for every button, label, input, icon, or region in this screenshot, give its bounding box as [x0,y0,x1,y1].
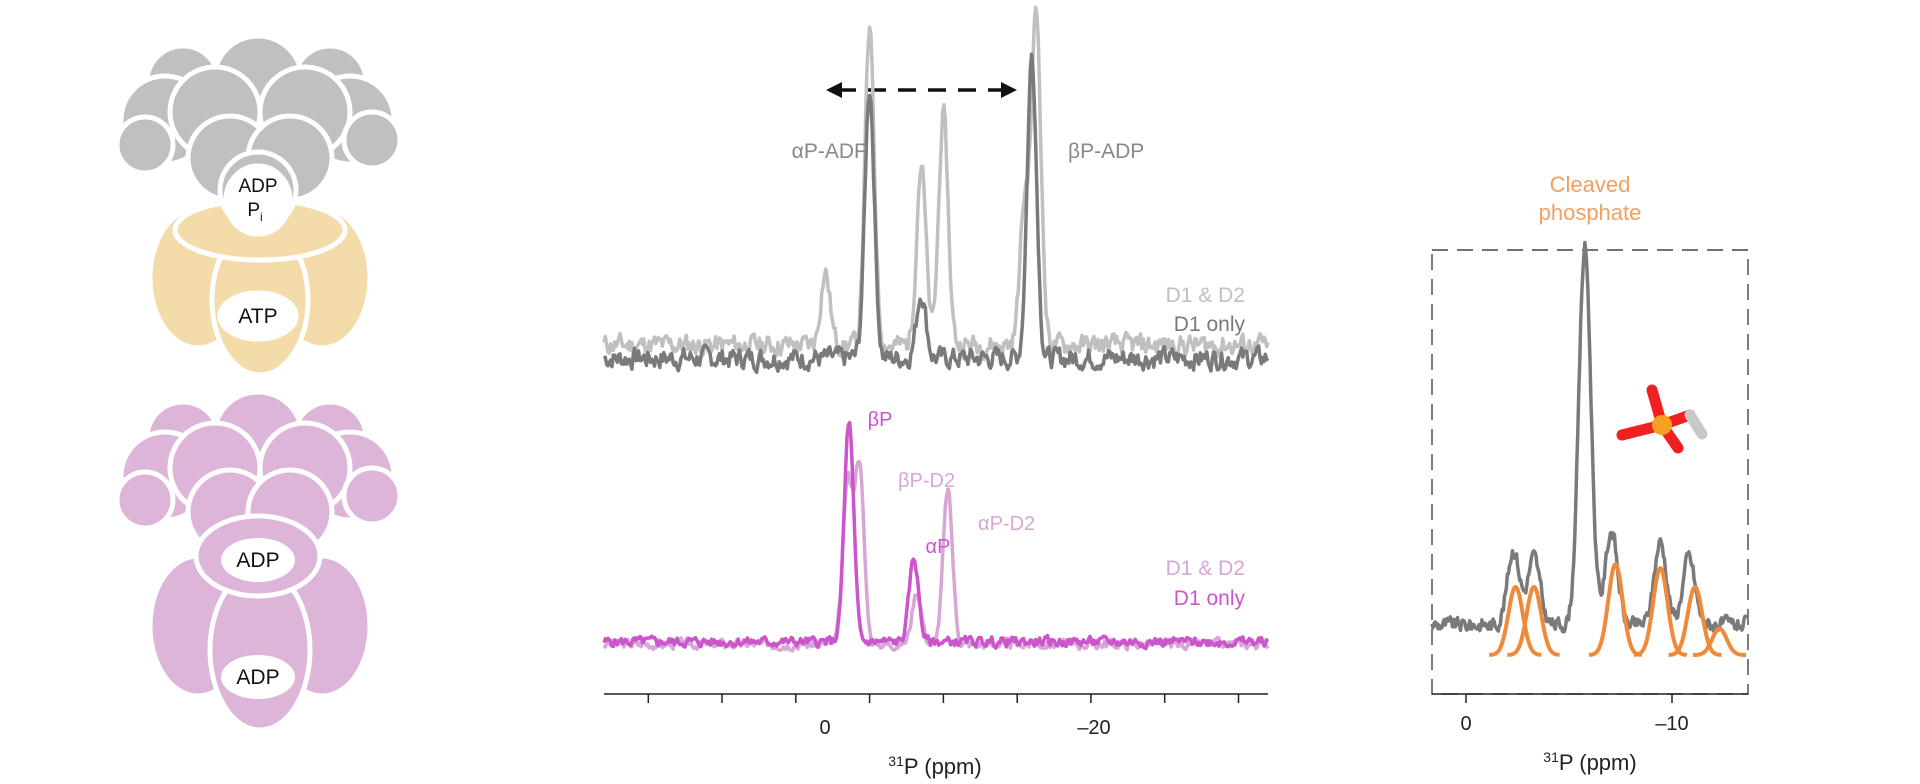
upper-series-0 [602,5,1270,362]
beta-p-label: βP [868,409,893,431]
legend-lower-d1-only: D1 only [1174,587,1246,610]
cleaved-spectra [1430,240,1749,657]
adp-pocket-upper [221,538,295,582]
upper-spectra [602,5,1270,375]
lower-series-3 [602,420,1270,651]
cleaved-title-line1: Cleaved [1550,172,1631,197]
legend-upper-d1-only: D1 only [1174,313,1246,336]
arrow-head-left [826,82,842,98]
phosphorus-atom [1652,415,1672,435]
adp-pi-pocket [223,163,293,237]
right-chart: Cleaved phosphate 0 –10 31P (ppm) [1430,172,1749,775]
x-tick-label-0-right: 0 [1460,713,1471,735]
cleaved-raw-spectrum [1430,240,1749,634]
adp-label-lower: ADP [236,666,279,689]
fit-component-5 [1691,626,1748,657]
beta-p-d2-label: βP-D2 [898,470,955,492]
x-ticks [647,694,1240,703]
adp-pocket-lower [221,655,295,699]
x-tick-label-neg20: –20 [1077,717,1110,739]
x-tick-label-neg10-right: –10 [1655,713,1688,735]
atp-pocket [217,290,299,342]
zoom-box [1431,249,1749,695]
middle-x-axis: 0 –20 31P (ppm) [604,693,1268,779]
double-arrow [826,82,1017,98]
fit-component-1 [1506,585,1561,657]
x-tick-label-0: 0 [819,717,830,739]
right-x-axis: 0 –10 31P (ppm) [1432,693,1748,775]
alpha-p-d2-label: αP-D2 [978,513,1035,535]
fit-component-0 [1487,585,1543,657]
alpha-p-label: αP [926,536,951,558]
legend-lower-d1-d2: D1 & D2 [1166,557,1245,580]
pi-label: Pi [247,200,262,224]
arrow-head-right [1001,82,1017,98]
bond-h [1684,409,1708,440]
top-protein-schematic [114,33,403,378]
gray-domain [114,33,403,231]
cleaved-title-line2: phosphate [1539,200,1642,225]
fit-component-4 [1667,585,1723,657]
atp-label: ATP [238,305,277,328]
fit-component-2 [1587,562,1644,657]
x-axis-label: 31P (ppm) [888,753,981,779]
adp-label-upper: ADP [236,549,279,572]
adp-label-top: ADP [238,176,277,197]
middle-chart: αP-ADP βP-ADP D1 & D2 D1 only βP βP-D2 α… [602,5,1270,779]
beta-p-adp-label: βP-ADP [1068,140,1144,163]
x-axis-label-right: 31P (ppm) [1543,749,1636,775]
legend-upper-d1-d2: D1 & D2 [1166,284,1245,307]
alpha-p-adp-label: αP-ADP [792,140,868,163]
lower-spectra [602,420,1270,653]
upper-series-1 [602,52,1270,375]
phosphate-molecule [1616,384,1708,454]
